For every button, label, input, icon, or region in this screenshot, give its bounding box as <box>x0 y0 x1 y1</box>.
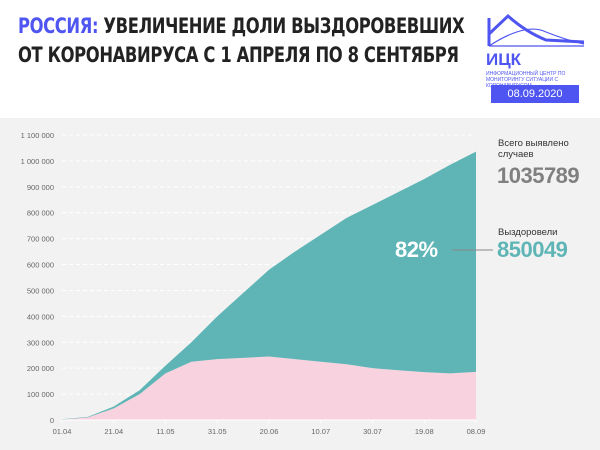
x-tick-label: 30.07 <box>363 427 382 436</box>
logo-wave-icon <box>487 13 585 47</box>
x-tick-label: 11.05 <box>156 427 174 436</box>
x-tick-label: 10.07 <box>311 427 330 436</box>
x-tick-label: 19.08 <box>415 427 434 436</box>
x-tick-label: 08.09 <box>467 427 486 436</box>
page-title: РОССИЯ: УВЕЛИЧЕНИЕ ДОЛИ ВЫЗДОРОВЕВШИХ ОТ… <box>18 12 465 70</box>
x-tick-label: 31.05 <box>208 427 227 436</box>
area-series-1 <box>62 151 476 420</box>
y-tick-label: 1 000 000 <box>21 157 54 166</box>
date-badge: 08.09.2020 <box>491 85 579 103</box>
x-tick-label: 21.04 <box>104 427 123 436</box>
y-tick-label: 600 000 <box>27 261 54 270</box>
y-tick-label: 700 000 <box>27 235 54 244</box>
title-line2: ОТ КОРОНАВИРУСА С 1 АПРЕЛЯ ПО 8 СЕНТЯБРЯ <box>18 43 459 67</box>
y-tick-label: 200 000 <box>27 364 54 373</box>
title-line1: УВЕЛИЧЕНИЕ ДОЛИ ВЫЗДОРОВЕВШИХ <box>98 14 465 38</box>
title-highlight: РОССИЯ: <box>18 14 99 38</box>
total-value: 1035789 <box>497 163 580 188</box>
y-tick-label: 400 000 <box>27 312 54 321</box>
header: РОССИЯ: УВЕЛИЧЕНИЕ ДОЛИ ВЫЗДОРОВЕВШИХ ОТ… <box>0 0 600 118</box>
y-tick-label: 500 000 <box>27 286 54 295</box>
x-tick-label: 20.06 <box>260 427 279 436</box>
area-series-0 <box>62 356 476 420</box>
y-tick-label: 1 100 000 <box>21 131 54 140</box>
recovered-label: Выздоровели <box>498 227 558 238</box>
y-tick-label: 100 000 <box>27 390 54 399</box>
y-tick-label: 800 000 <box>27 209 54 218</box>
y-tick-label: 0 <box>50 416 54 425</box>
total-label: Всего выявлено случаев <box>498 138 569 160</box>
x-tick-label: 01.04 <box>53 427 72 436</box>
recovered-share: 82% <box>395 237 438 262</box>
recovered-value: 850049 <box>497 237 568 262</box>
y-tick-label: 900 000 <box>27 183 54 192</box>
y-tick-label: 300 000 <box>27 338 54 347</box>
logo-name: ИЦК <box>486 50 522 69</box>
